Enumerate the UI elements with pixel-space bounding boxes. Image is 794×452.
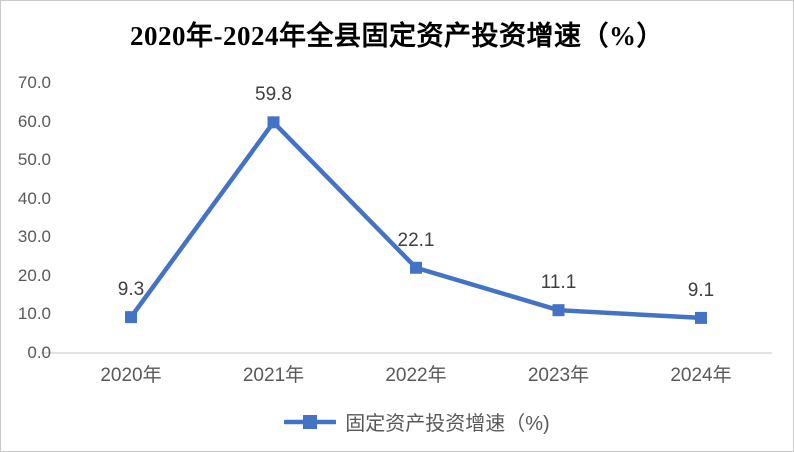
x-tick-label: 2024年: [670, 365, 732, 386]
legend-line-marker-icon: [284, 414, 337, 429]
y-tick-label: 30.0: [17, 227, 51, 247]
y-tick-label: 20.0: [17, 265, 51, 285]
data-point-marker: [410, 261, 422, 274]
y-tick-label: 0.0: [27, 343, 51, 362]
data-point-label: 59.8: [255, 84, 292, 106]
x-tick-label: 2022年: [385, 365, 447, 386]
x-tick-label: 2020年: [100, 365, 162, 386]
y-tick-label: 40.0: [17, 188, 51, 208]
data-point-marker: [552, 304, 565, 317]
data-point-label: 9.1: [687, 279, 715, 301]
data-point-label: 11.1: [540, 272, 577, 294]
series-markers: [125, 116, 707, 324]
legend-label: 固定资产投资增速（%): [345, 413, 550, 435]
series-line: [129, 118, 702, 321]
chart-title: 2020年-2024年全县固定资产投资增速（%）: [130, 21, 664, 51]
data-point-label: 22.1: [397, 229, 435, 251]
y-tick-label: 50.0: [17, 150, 51, 170]
y-tick-label: 10.0: [17, 304, 51, 324]
x-tick-label: 2021年: [242, 365, 305, 386]
data-point-marker: [267, 116, 280, 129]
y-tick-label: 60.0: [17, 111, 51, 131]
data-point-marker: [695, 311, 707, 324]
data-point-label: 9.3: [117, 279, 145, 301]
y-tick-label: 70.0: [17, 73, 51, 92]
data-point-marker: [125, 311, 137, 324]
legend: 固定资产投资增速（%): [21, 407, 793, 436]
x-tick-label: 2023年: [527, 365, 590, 386]
